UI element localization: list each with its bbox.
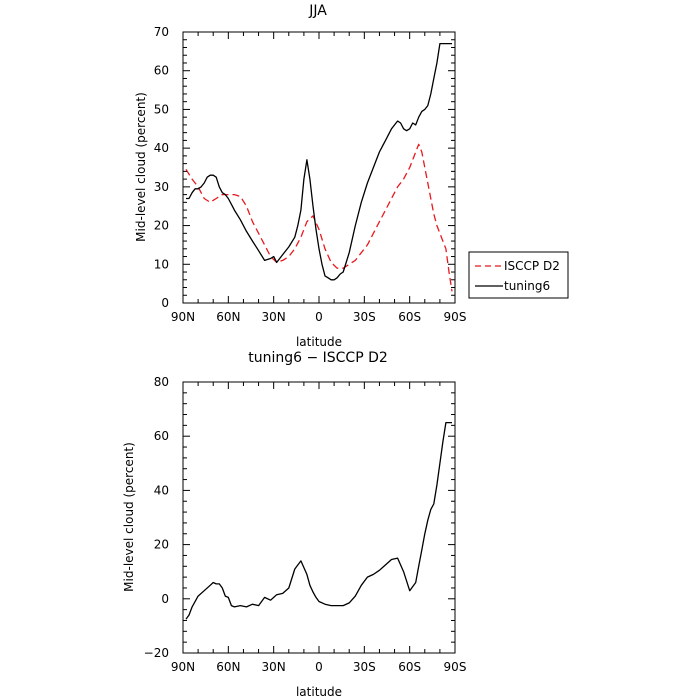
x-tick-label: 90N	[171, 660, 195, 674]
y-tick-label: 10	[154, 257, 169, 271]
y-tick-label: 60	[154, 64, 169, 78]
x-tick-label: 90N	[171, 310, 195, 324]
bottom-panel-title: tuning6 − ISCCP D2	[248, 350, 388, 366]
y-tick-label: −20	[144, 646, 169, 660]
y-tick-label: 70	[154, 25, 169, 39]
series-line-1-0	[185, 421, 452, 620]
y-tick-label: 50	[154, 102, 169, 116]
bottom-panel-frame	[182, 381, 456, 654]
x-tick-label: 0	[315, 310, 323, 324]
x-tick-label: 60S	[398, 310, 421, 324]
series-line-0-0	[185, 143, 453, 292]
y-tick-label: 20	[154, 219, 169, 233]
legend-label-tuning6: tuning6	[504, 279, 550, 293]
y-tick-label: 40	[154, 483, 169, 497]
x-tick-label: 30N	[262, 660, 286, 674]
x-tick-label: 30S	[353, 310, 376, 324]
legend: ISCCP D2 tuning6	[468, 251, 569, 299]
top-panel-frame	[182, 31, 456, 304]
x-tick-label: 60N	[216, 310, 240, 324]
top-panel-ylabel: Mid-level cloud (percent)	[134, 92, 148, 242]
y-tick-label: 40	[154, 141, 169, 155]
y-tick-label: 30	[154, 180, 169, 194]
x-tick-label: 90S	[444, 660, 467, 674]
x-tick-label: 60N	[216, 660, 240, 674]
x-tick-label: 30N	[262, 310, 286, 324]
bottom-panel-ylabel: Mid-level cloud (percent)	[122, 442, 136, 592]
y-tick-label: 60	[154, 429, 169, 443]
x-tick-label: 0	[315, 660, 323, 674]
bottom-panel: tuning6 − ISCCP D2 90N 60N 30N 0 30S 60S 90S −2…	[122, 350, 466, 699]
bottom-panel-xlabel: latitude	[296, 685, 342, 699]
y-tick-label: 20	[154, 538, 169, 552]
x-tick-label: 30S	[353, 660, 376, 674]
x-tick-label: 60S	[398, 660, 421, 674]
top-panel: JJA 90N 60N 30N 0 30S 60S 90S 0 10 20 30 40 50 60 70 l…	[134, 3, 569, 349]
legend-box	[468, 251, 569, 299]
legend-label-isccp: ISCCP D2	[504, 259, 560, 273]
y-tick-label: 0	[161, 296, 169, 310]
top-panel-xlabel: latitude	[296, 335, 342, 349]
y-tick-label: 80	[154, 375, 169, 389]
series-line-0-1	[186, 42, 452, 281]
x-tick-label: 90S	[444, 310, 467, 324]
y-tick-label: 0	[161, 592, 169, 606]
top-panel-title: JJA	[308, 3, 327, 19]
